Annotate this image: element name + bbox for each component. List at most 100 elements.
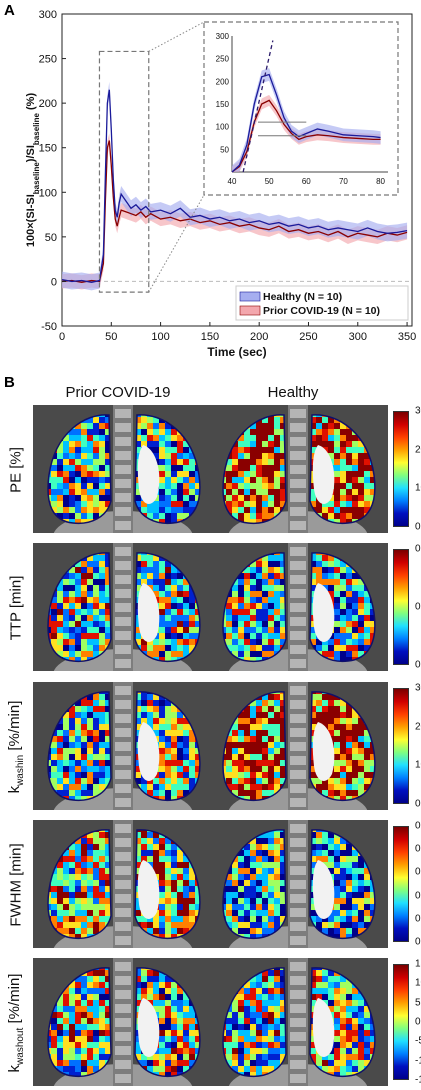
overlay-pixel bbox=[256, 465, 262, 471]
overlay-pixel bbox=[250, 645, 256, 651]
overlay-pixel bbox=[165, 730, 171, 736]
overlay-pixel bbox=[63, 760, 69, 766]
overlay-pixel bbox=[183, 730, 189, 736]
overlay-pixel bbox=[69, 651, 75, 657]
overlay-pixel bbox=[81, 706, 87, 712]
overlay-pixel bbox=[334, 712, 340, 718]
overlay-pixel bbox=[183, 591, 189, 597]
vertebra-shape bbox=[115, 423, 131, 432]
overlay-pixel bbox=[165, 850, 171, 856]
overlay-pixel bbox=[334, 567, 340, 573]
overlay-pixel bbox=[189, 892, 195, 898]
overlay-pixel bbox=[87, 922, 93, 928]
overlay-pixel bbox=[244, 429, 250, 435]
overlay-pixel bbox=[346, 429, 352, 435]
row-label-main: TTP [min] bbox=[7, 575, 25, 641]
overlay-pixel bbox=[87, 772, 93, 778]
overlay-pixel bbox=[232, 477, 238, 483]
overlay-pixel bbox=[141, 639, 147, 645]
overlay-pixel bbox=[370, 627, 375, 633]
overlay-pixel bbox=[99, 453, 105, 459]
overlay-pixel bbox=[262, 784, 268, 790]
overlay-pixel bbox=[171, 856, 177, 862]
overlay-pixel bbox=[280, 561, 286, 567]
overlay-pixel bbox=[51, 742, 57, 748]
overlay-pixel bbox=[87, 838, 93, 844]
overlay-pixel bbox=[183, 633, 189, 639]
overlay-pixel bbox=[81, 657, 87, 662]
overlay-pixel bbox=[93, 790, 99, 796]
overlay-pixel bbox=[328, 507, 334, 513]
overlay-pixel bbox=[183, 742, 189, 748]
overlay-pixel bbox=[141, 838, 147, 844]
overlay-pixel bbox=[274, 573, 280, 579]
overlay-pixel bbox=[316, 639, 322, 645]
overlay-pixel bbox=[159, 489, 165, 495]
overlay-pixel bbox=[310, 453, 316, 459]
overlay-pixel bbox=[165, 645, 171, 651]
overlay-pixel bbox=[352, 651, 358, 657]
overlay-pixel bbox=[250, 597, 256, 603]
overlay-pixel bbox=[105, 862, 111, 868]
overlay-pixel bbox=[81, 501, 87, 507]
overlay-pixel bbox=[159, 615, 165, 621]
overlay-pixel bbox=[51, 922, 57, 928]
overlay-pixel bbox=[159, 603, 165, 609]
overlay-pixel bbox=[232, 772, 238, 778]
overlay-pixel bbox=[346, 651, 352, 657]
overlay-pixel bbox=[87, 904, 93, 910]
overlay-pixel bbox=[268, 489, 274, 495]
overlay-pixel bbox=[81, 597, 87, 603]
overlay-pixel bbox=[358, 615, 364, 621]
overlay-pixel bbox=[262, 651, 268, 657]
overlay-pixel bbox=[99, 627, 105, 633]
overlay-pixel bbox=[364, 772, 370, 778]
overlay-pixel bbox=[310, 766, 316, 772]
overlay-pixel bbox=[105, 597, 111, 603]
overlay-pixel bbox=[195, 609, 200, 615]
overlay-pixel bbox=[135, 838, 141, 844]
overlay-pixel bbox=[340, 645, 346, 651]
overlay-pixel bbox=[358, 718, 364, 724]
overlay-pixel bbox=[81, 459, 87, 465]
overlay-pixel bbox=[75, 736, 81, 742]
inset-y-tick-label: 150 bbox=[216, 100, 230, 109]
overlay-pixel bbox=[159, 429, 165, 435]
overlay-pixel bbox=[244, 760, 250, 766]
overlay-pixel bbox=[57, 621, 63, 627]
overlay-pixel bbox=[334, 513, 340, 519]
overlay-pixel bbox=[87, 573, 93, 579]
overlay-pixel bbox=[105, 423, 111, 429]
overlay-pixel bbox=[87, 844, 93, 850]
overlay-pixel bbox=[250, 609, 256, 615]
left-lung-border bbox=[47, 691, 112, 802]
overlay-pixel bbox=[262, 567, 268, 573]
overlay-pixel bbox=[105, 718, 111, 724]
overlay-pixel bbox=[352, 645, 358, 651]
overlay-pixel bbox=[165, 904, 171, 910]
overlay-pixel bbox=[346, 778, 352, 784]
overlay-pixel bbox=[75, 724, 81, 730]
legend-box bbox=[235, 285, 409, 321]
overlay-pixel bbox=[328, 790, 334, 796]
overlay-pixel bbox=[328, 567, 334, 573]
overlay-pixel bbox=[99, 501, 105, 507]
overlay-pixel bbox=[244, 453, 250, 459]
overlay-pixel bbox=[250, 507, 256, 513]
overlay-pixel bbox=[340, 591, 346, 597]
perfusion-map-prior-covid-row-3 bbox=[33, 682, 213, 810]
overlay-pixel bbox=[244, 784, 250, 790]
overlay-pixel bbox=[147, 423, 153, 429]
overlay-pixel bbox=[177, 489, 183, 495]
overlay-pixel bbox=[75, 868, 81, 874]
overlay-pixel bbox=[177, 868, 183, 874]
overlay-pixel bbox=[141, 423, 147, 429]
overlay-pixel bbox=[250, 730, 256, 736]
overlay-pixel bbox=[93, 916, 99, 922]
overlay-pixel bbox=[256, 441, 262, 447]
overlay-pixel bbox=[334, 736, 340, 742]
overlay-pixel bbox=[358, 507, 364, 513]
overlay-pixel bbox=[334, 453, 340, 459]
overlay-pixel bbox=[322, 579, 328, 585]
overlay-pixel bbox=[256, 603, 262, 609]
